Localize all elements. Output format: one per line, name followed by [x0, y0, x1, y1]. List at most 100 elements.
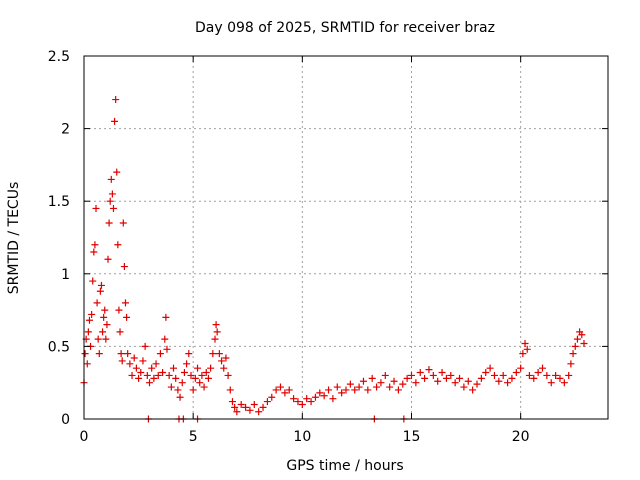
data-point	[263, 398, 271, 406]
y-axis-label: SRMTID / TECUs	[6, 182, 22, 295]
x-axis-label: GPS time / hours	[286, 458, 403, 474]
data-point	[495, 377, 503, 385]
data-point	[150, 374, 158, 382]
data-point	[482, 369, 490, 377]
data-point	[97, 281, 105, 289]
data-point	[132, 364, 140, 372]
data-point	[231, 403, 239, 411]
y-tick-label: 1	[61, 267, 70, 283]
data-point	[194, 364, 202, 372]
data-point	[224, 371, 232, 379]
data-point	[121, 299, 129, 307]
data-point	[165, 371, 173, 379]
data-point	[460, 383, 468, 391]
data-point	[202, 369, 210, 377]
data-point	[226, 386, 234, 394]
data-point	[178, 379, 186, 387]
data-point	[303, 395, 311, 403]
data-point	[111, 117, 119, 125]
data-point	[115, 306, 123, 314]
data-point	[373, 383, 381, 391]
data-point	[368, 374, 376, 382]
data-point	[573, 335, 581, 343]
data-point	[320, 392, 328, 400]
data-point	[130, 354, 138, 362]
y-tick-label: 1.5	[48, 194, 70, 210]
data-point	[148, 364, 156, 372]
data-point	[499, 371, 507, 379]
data-point	[128, 371, 136, 379]
data-point	[394, 386, 402, 394]
data-point	[543, 371, 551, 379]
tick-labels: 0 0.5 1 1.5 2 2.5 0 5 10 15 20	[48, 49, 530, 445]
data-point	[114, 241, 122, 249]
data-point	[552, 371, 560, 379]
data-point	[381, 371, 389, 379]
data-point	[95, 350, 103, 358]
x-tick-label: 0	[80, 429, 89, 445]
y-tick-label: 0	[61, 412, 70, 428]
data-point	[447, 371, 455, 379]
data-point	[113, 168, 121, 176]
data-point	[525, 371, 533, 379]
data-points	[80, 96, 588, 423]
data-point	[90, 248, 98, 256]
y-tick-label: 2.5	[48, 49, 70, 65]
data-point	[218, 357, 226, 365]
data-point	[198, 371, 206, 379]
data-point	[112, 96, 120, 104]
data-point	[421, 374, 429, 382]
data-point	[377, 379, 385, 387]
x-tick-label: 10	[293, 429, 311, 445]
data-point	[207, 364, 215, 372]
data-point	[490, 371, 498, 379]
data-point	[167, 383, 175, 391]
data-point	[255, 408, 263, 416]
data-point	[139, 357, 147, 365]
data-point	[96, 287, 104, 295]
data-point	[294, 398, 302, 406]
data-point	[104, 255, 112, 263]
data-point	[351, 386, 359, 394]
data-point	[547, 379, 555, 387]
data-point	[281, 389, 289, 397]
data-point	[220, 364, 228, 372]
data-point	[172, 374, 180, 382]
data-point	[106, 197, 114, 205]
data-point	[101, 306, 109, 314]
data-point	[517, 364, 525, 372]
data-point	[103, 321, 111, 329]
data-point	[316, 389, 324, 397]
data-point	[93, 299, 101, 307]
data-point	[504, 379, 512, 387]
data-point	[539, 364, 546, 372]
data-point	[152, 360, 160, 368]
data-point	[246, 406, 254, 414]
data-point	[399, 380, 407, 388]
data-point	[196, 379, 204, 387]
data-point	[222, 354, 230, 362]
data-point	[143, 371, 151, 379]
data-point	[204, 374, 212, 382]
data-point	[272, 386, 280, 394]
data-point	[477, 374, 485, 382]
data-point	[277, 383, 284, 391]
data-point	[560, 379, 568, 387]
data-point	[508, 374, 516, 382]
data-point	[137, 369, 145, 377]
data-point	[512, 369, 520, 377]
data-point	[438, 369, 446, 377]
data-point	[85, 316, 93, 324]
data-point	[135, 374, 143, 382]
data-point	[565, 371, 573, 379]
data-point	[123, 313, 131, 321]
data-point	[209, 350, 217, 358]
data-point	[307, 398, 315, 406]
data-point	[451, 379, 459, 387]
data-point	[99, 328, 107, 336]
data-point	[159, 369, 167, 377]
data-point	[163, 345, 171, 353]
data-point	[534, 369, 542, 377]
data-point	[117, 350, 125, 358]
